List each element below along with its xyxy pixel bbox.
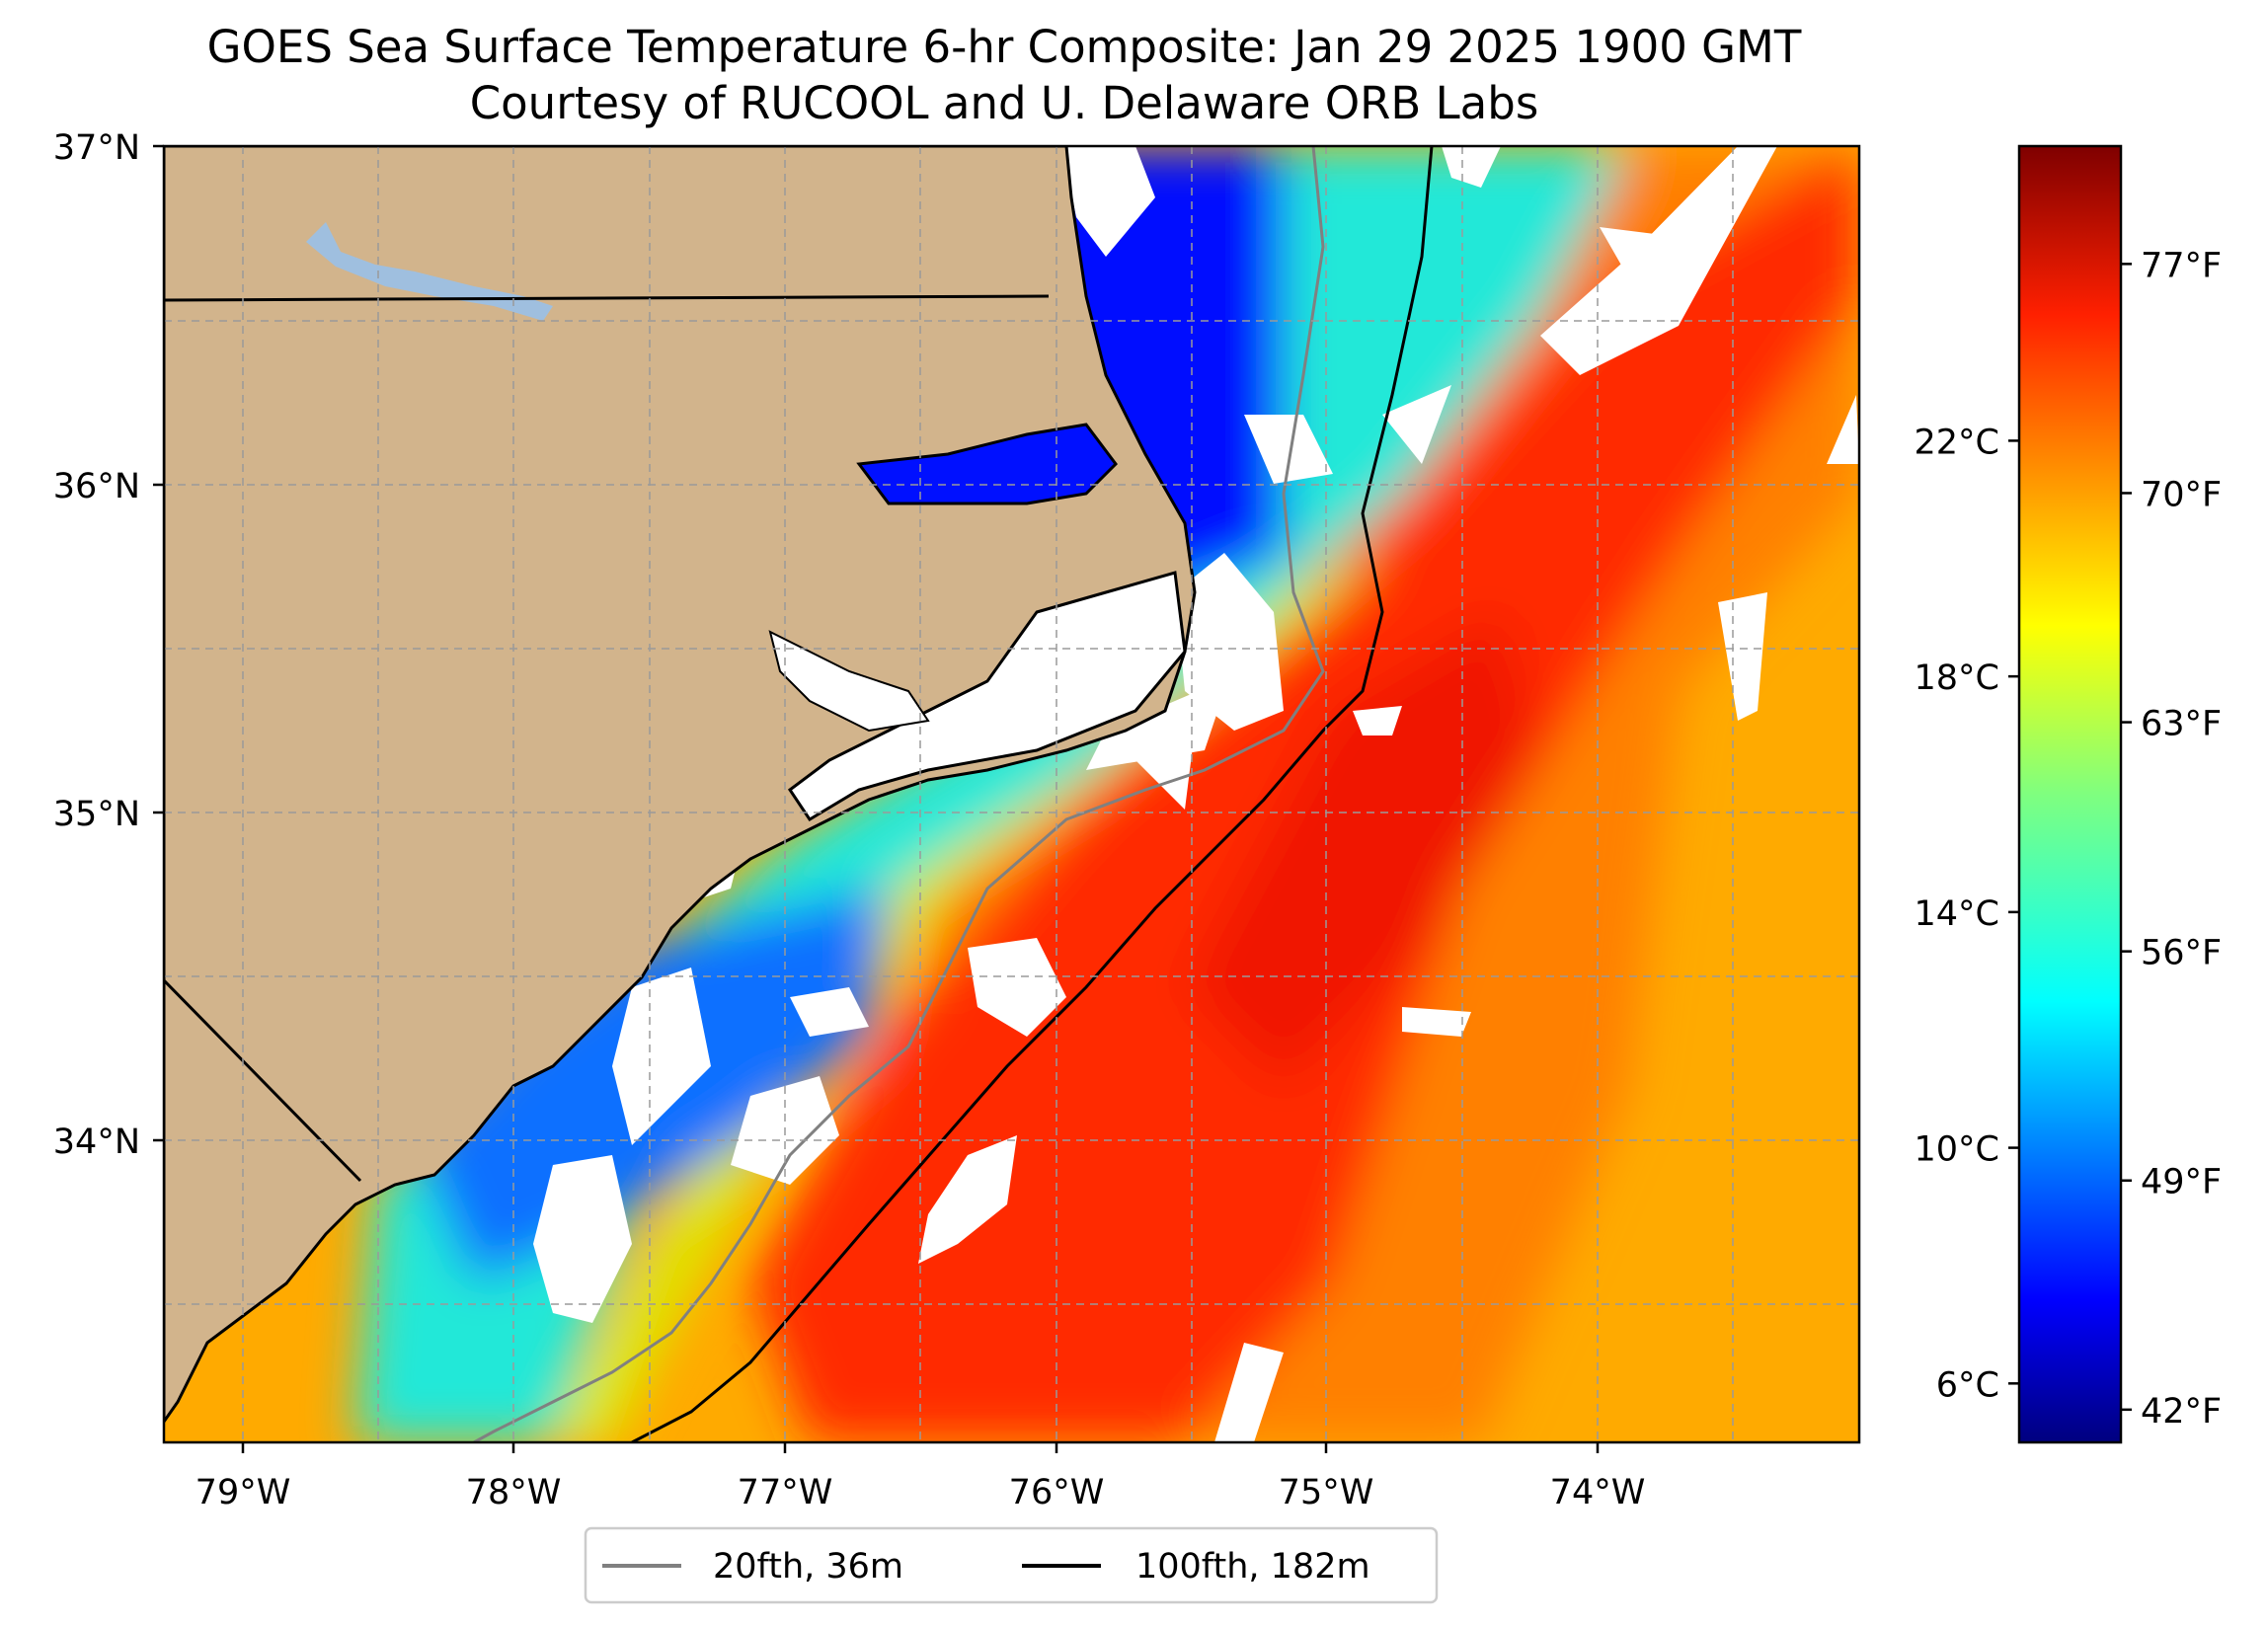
x-axis-ticks [241, 1442, 1600, 1453]
sst-deep-red-core [1185, 612, 1540, 1086]
no-data-patch [1402, 1007, 1471, 1037]
state-border-va-nc [164, 294, 1050, 302]
lake-gaston [306, 222, 553, 321]
colorbar-fahrenheit-label: 56°F [2141, 934, 2222, 973]
no-data-patch [1827, 395, 1859, 464]
no-data-patch [1086, 671, 1244, 770]
no-data-patch [1061, 146, 1155, 257]
no-data-patch [1214, 1343, 1284, 1442]
no-data-patch [918, 1135, 1017, 1264]
colorbar-fahrenheit-label: 77°F [2141, 246, 2222, 285]
colorbar-fahrenheit-label: 42°F [2141, 1392, 2222, 1432]
state-border-nc-sc [164, 978, 362, 1183]
x-tick-label: 76°W [1009, 1473, 1105, 1512]
legend-label-100fth: 100fth, 182m [1135, 1547, 1370, 1587]
colorbar-celsius-ticks: 6°C 10°C 14°C 18°C 22°C [1915, 423, 2019, 1405]
no-data-patch [1382, 385, 1451, 464]
no-data-patch [790, 987, 869, 1037]
colorbar-fahrenheit-label: 49°F [2141, 1163, 2222, 1202]
y-tick-label: 34°N [53, 1123, 140, 1162]
map-title: GOES Sea Surface Temperature 6-hr Compos… [207, 21, 1802, 73]
sst-yellow-green-front [553, 553, 1382, 1442]
no-data-patch [1718, 592, 1767, 721]
y-axis-ticks [153, 144, 164, 1142]
no-data-patch [1135, 731, 1195, 810]
x-tick-label: 75°W [1279, 1473, 1374, 1512]
no-data-patch [1442, 146, 1501, 188]
colorbar: 6°C 10°C 14°C 18°C 22°C 42°F 49°F 56°F 63°F 70°F… [1915, 144, 2222, 1444]
albemarle-sound [856, 423, 1118, 505]
legend-box [584, 1526, 1439, 1604]
colorbar-gradient [2017, 144, 2123, 1444]
colorbar-fahrenheit-label: 63°F [2141, 705, 2222, 744]
x-tick-label: 78°W [466, 1473, 562, 1512]
no-data-patch [1244, 415, 1333, 484]
no-data-patch [1540, 146, 1777, 375]
colorbar-celsius-label: 10°C [1915, 1130, 1999, 1170]
no-data-patch [1175, 553, 1284, 731]
map-area [164, 146, 1859, 1442]
y-tick-label: 36°N [53, 467, 140, 506]
colorbar-fahrenheit-ticks: 42°F 49°F 56°F 63°F 70°F 77°F [2121, 246, 2222, 1432]
colorbar-celsius-label: 22°C [1915, 423, 1999, 462]
y-tick-label: 35°N [53, 795, 140, 834]
map-grid [164, 146, 1859, 1442]
no-data-patch [968, 938, 1066, 1037]
isobath-20fth [473, 146, 1325, 1442]
colorbar-celsius-label: 6°C [1936, 1365, 1999, 1405]
x-tick-label: 74°W [1550, 1473, 1646, 1512]
no-data-patch [1353, 706, 1402, 736]
map-frame [162, 144, 1861, 1444]
x-tick-label: 77°W [738, 1473, 833, 1512]
no-data-patch [612, 968, 711, 1145]
colorbar-fahrenheit-label: 70°F [2141, 475, 2222, 514]
pamlico-sound [787, 571, 1187, 822]
no-data-patch [533, 1155, 632, 1323]
map-subtitle: Courtesy of RUCOOL and U. Delaware ORB L… [470, 77, 1539, 129]
y-tick-label: 37°N [53, 128, 140, 168]
colorbar-celsius-label: 18°C [1915, 658, 1999, 698]
colorbar-celsius-label: 14°C [1915, 894, 1999, 934]
legend: 20fth, 36m 100fth, 182m [584, 1526, 1439, 1604]
x-tick-label: 79°W [196, 1473, 291, 1512]
legend-label-20fth: 20fth, 36m [713, 1547, 903, 1587]
